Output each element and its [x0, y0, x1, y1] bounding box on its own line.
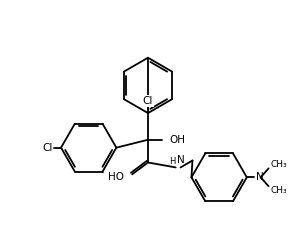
- Text: Cl: Cl: [42, 143, 52, 153]
- Text: N: N: [256, 172, 263, 182]
- Text: HO: HO: [108, 172, 124, 182]
- Text: OH: OH: [170, 135, 186, 145]
- Text: Cl: Cl: [143, 96, 153, 106]
- Text: H: H: [170, 157, 176, 166]
- Text: CH₃: CH₃: [270, 186, 287, 195]
- Text: CH₃: CH₃: [270, 160, 287, 169]
- Text: N: N: [177, 155, 184, 165]
